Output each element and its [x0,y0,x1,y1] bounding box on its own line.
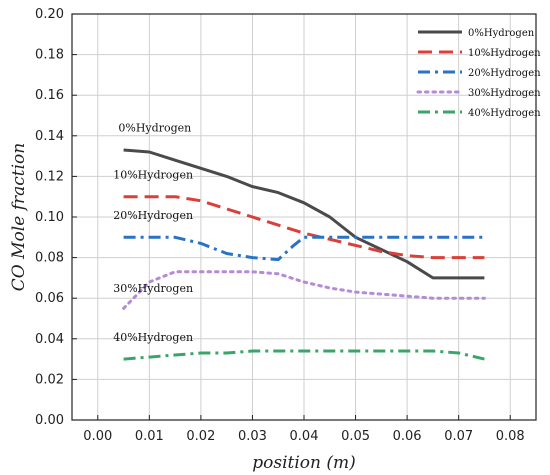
y-axis-title: CO Mole fraction [9,143,29,291]
annotation-label: 20%Hydrogen [113,209,193,222]
x-axis-title: position (m) [252,453,356,473]
x-tick-label: 0.00 [83,429,112,444]
series-line-3 [122,270,486,310]
y-tick-label: 0.18 [35,48,64,63]
legend-label: 10%Hydrogen [468,48,541,59]
series-lines [122,148,486,361]
x-tick-label: 0.02 [186,429,215,444]
y-tick-label: 0.02 [35,372,64,387]
annotation-label: 10%Hydrogen [113,168,193,181]
legend-label: 40%Hydrogen [468,108,541,119]
y-tick-label: 0.10 [35,210,64,225]
x-tick-label: 0.04 [290,429,319,444]
y-tick-label: 0.14 [35,129,64,144]
x-tick-label: 0.03 [238,429,267,444]
legend-label: 30%Hydrogen [468,88,541,99]
annotation-label: 0%Hydrogen [118,122,191,135]
x-tick-label: 0.06 [393,429,422,444]
axis-ticks: 0.00 0.02 0.04 0.06 0.08 0.10 0.12 0.14 0.16 0.18… [35,7,525,444]
x-tick-label: 0.05 [341,429,370,444]
y-tick-label: 0.06 [35,291,64,306]
x-tick-label: 0.07 [444,429,473,444]
legend: 0%Hydrogen 10%Hydrogen 20%Hydrogen 30%Hydro… [416,28,541,119]
y-tick-label: 0.00 [35,413,64,428]
x-tick-label: 0.08 [496,429,525,444]
y-tick-label: 0.12 [35,169,64,184]
series-line-2 [123,235,485,262]
y-tick-label: 0.08 [35,251,64,266]
annotations: 0%Hydrogen 10%Hydrogen 20%Hydrogen 30%Hydro… [113,122,193,344]
series-line-0 [123,148,485,280]
y-tick-label: 0.16 [35,88,64,103]
x-tick-label: 0.01 [135,429,164,444]
annotation-label: 40%Hydrogen [113,331,193,344]
series-line-4 [123,349,485,361]
annotation-label: 30%Hydrogen [113,282,193,295]
y-tick-label: 0.04 [35,332,64,347]
legend-label: 0%Hydrogen [468,28,535,39]
legend-label: 20%Hydrogen [468,68,541,79]
y-tick-label: 0.20 [35,7,64,22]
